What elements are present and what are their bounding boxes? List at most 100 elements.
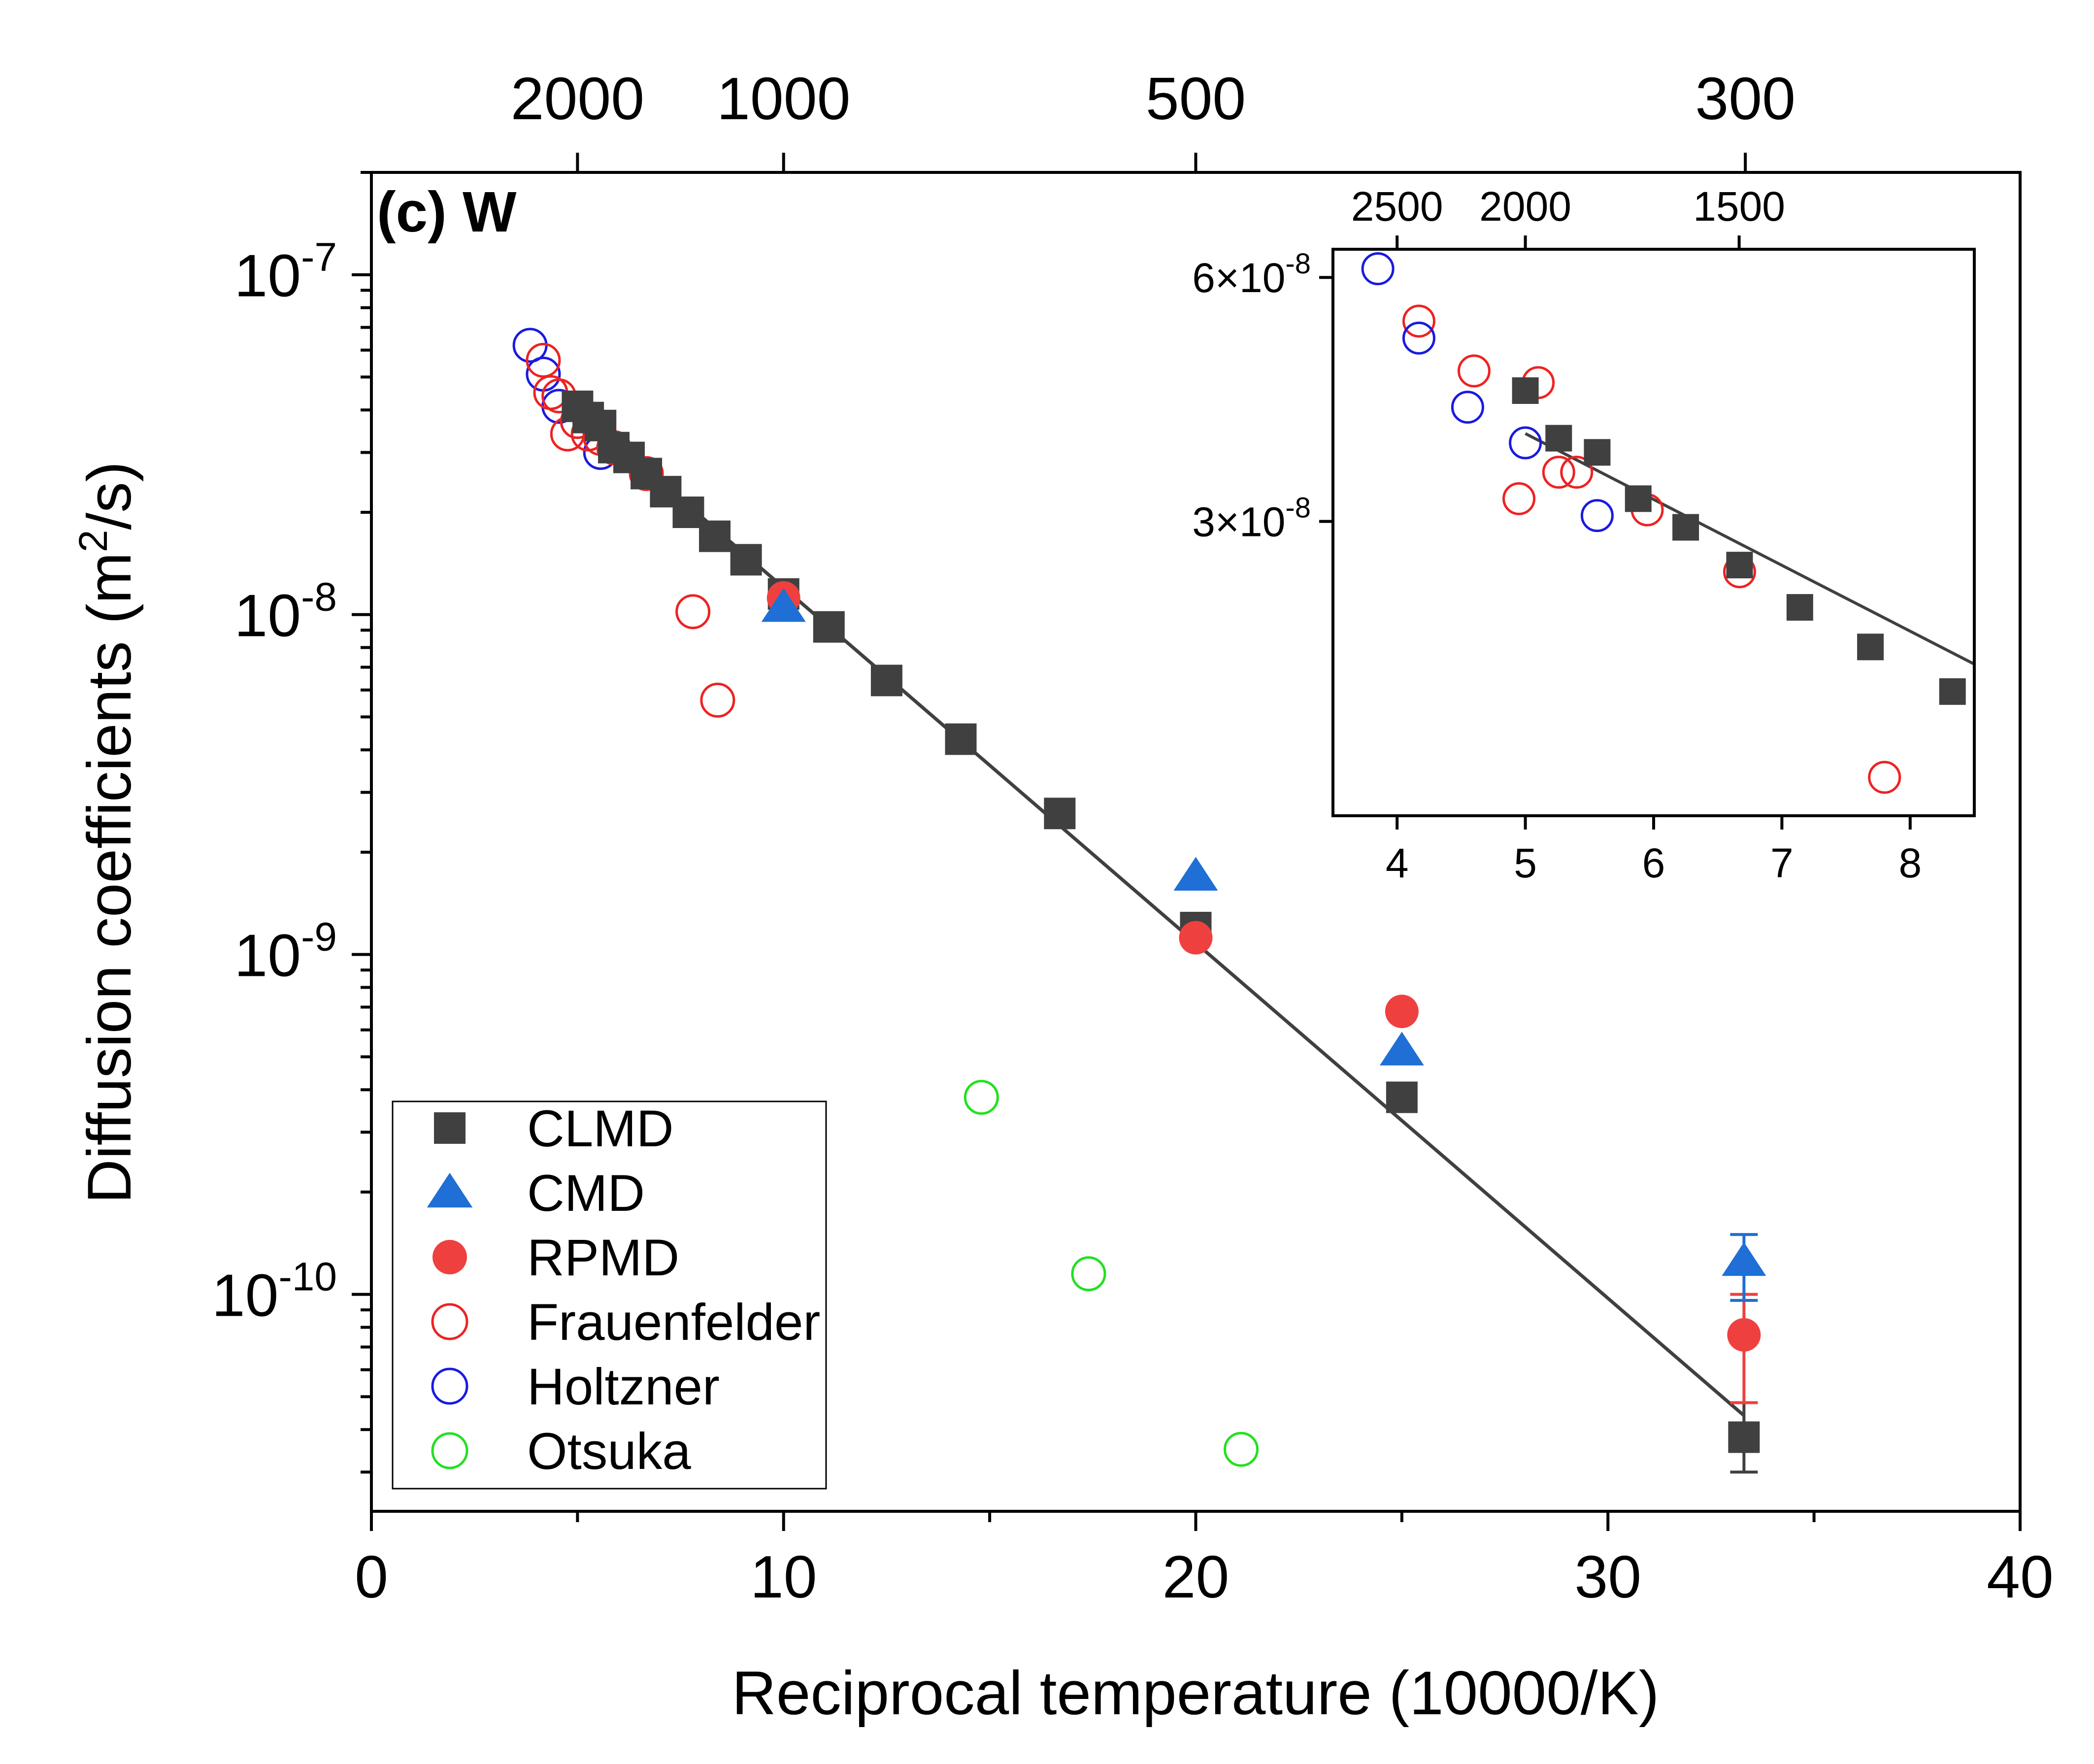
- data-point-frauenfelder: [629, 456, 664, 491]
- data-point-clmd: [699, 520, 731, 552]
- data-point-clmd: [672, 496, 704, 528]
- legend-item-cmd: CMD: [427, 1165, 645, 1222]
- legend-label-otsuka: Otsuka: [527, 1423, 691, 1480]
- legend-label-frauenfelder: Frauenfelder: [527, 1294, 820, 1351]
- y-tick-label: 10-8: [234, 575, 337, 649]
- inset-x-tick-label: 6: [1642, 840, 1665, 886]
- inset-data-point-clmd: [1625, 485, 1652, 512]
- y-axis-title-base: Diffusion coefficients (m: [75, 552, 144, 1203]
- data-point-rpmd: [1727, 1318, 1761, 1352]
- y-tick-label: 10-7: [234, 235, 337, 309]
- legend-label-clmd: CLMD: [527, 1100, 674, 1158]
- legend-label-holtzner: Holtzner: [527, 1358, 720, 1416]
- data-point-frauenfelder: [526, 342, 561, 378]
- inset-data-point-frauenfelder: [1502, 482, 1536, 515]
- data-point-frauenfelder: [675, 594, 711, 630]
- inset-fit-line-path: [1525, 432, 1975, 666]
- y-tick-base: 10: [212, 1262, 279, 1329]
- legend-marker-frauenfelder: [431, 1303, 468, 1340]
- data-point-otsuka: [1224, 1431, 1259, 1467]
- inset-data-point-clmd: [1857, 633, 1884, 661]
- panel-label: (c) W: [377, 180, 517, 244]
- y-tick-exponent: -10: [278, 1255, 337, 1299]
- inset-x-tick-label: 8: [1898, 840, 1922, 886]
- legend-marker-clmd: [434, 1112, 465, 1144]
- inset-y-tick-base: 6×10: [1192, 255, 1285, 301]
- x-tick-label: 10: [750, 1543, 817, 1610]
- data-point-cmd: [1173, 857, 1218, 891]
- top-tick-label: 500: [1146, 65, 1246, 132]
- inset-top-tick-label: 2500: [1351, 183, 1443, 230]
- legend-marker-otsuka: [431, 1432, 468, 1469]
- data-point-clmd: [813, 611, 845, 643]
- inset-series-clmd: [1512, 377, 1966, 705]
- series-otsuka: [964, 1080, 1259, 1467]
- inset-x-tick-label: 4: [1386, 840, 1409, 886]
- legend-marker-rpmd: [432, 1240, 467, 1274]
- top-tick-label: 300: [1695, 65, 1795, 132]
- y-tick-base: 10: [234, 922, 301, 989]
- series-rpmd: [766, 581, 1761, 1404]
- data-point-clmd: [1728, 1421, 1760, 1453]
- inset-plot-frame: [1331, 248, 1976, 817]
- inset-data-point-holtzner: [1402, 321, 1435, 355]
- inset-y-tick-exponent: -8: [1285, 248, 1311, 280]
- fit-line: [576, 408, 1745, 1417]
- legend-marker-cmd: [427, 1172, 473, 1208]
- inset-series-layer: [1361, 252, 1966, 794]
- inset-fit-line: [1525, 432, 1975, 666]
- inset-data-point-frauenfelder: [1560, 456, 1594, 489]
- inset-series-holtzner: [1361, 252, 1614, 533]
- y-tick-exponent: -8: [301, 575, 337, 620]
- y-tick-label: 10-10: [212, 1255, 337, 1329]
- inset-data-point-frauenfelder: [1457, 354, 1491, 388]
- legend-label-rpmd: RPMD: [527, 1229, 679, 1287]
- x-tick-label: 20: [1163, 1543, 1230, 1610]
- inset-data-point-holtzner: [1580, 499, 1614, 533]
- legend-label-cmd: CMD: [527, 1165, 645, 1222]
- top-tick-label: 1000: [717, 65, 850, 132]
- y-tick-base: 10: [234, 582, 301, 649]
- x-tick-label: 40: [1987, 1543, 2054, 1610]
- data-point-otsuka: [964, 1080, 999, 1115]
- legend-marker-holtzner: [431, 1367, 468, 1405]
- y-tick-exponent: -7: [301, 235, 337, 280]
- data-point-clmd: [730, 544, 762, 576]
- inset-data-point-frauenfelder: [1542, 456, 1575, 489]
- legend-item-clmd: CLMD: [434, 1100, 674, 1158]
- inset-y-tick-label: 6×10-8: [1192, 248, 1311, 301]
- data-point-rpmd: [1385, 995, 1419, 1029]
- data-point-otsuka: [1071, 1256, 1106, 1292]
- legend-item-holtzner: Holtzner: [431, 1358, 720, 1416]
- data-point-clmd: [1386, 1081, 1418, 1113]
- data-point-rpmd: [1179, 921, 1213, 955]
- inset-data-point-holtzner: [1451, 391, 1484, 424]
- series-cmd: [761, 588, 1766, 1302]
- inset-data-point-clmd: [1672, 514, 1699, 541]
- legend-item-frauenfelder: Frauenfelder: [431, 1294, 820, 1351]
- inset-x-tick-label: 5: [1514, 840, 1537, 886]
- data-point-cmd: [1722, 1242, 1766, 1276]
- inset-data-point-clmd: [1786, 594, 1813, 621]
- inset-y-tick-label: 3×10-8: [1192, 492, 1311, 545]
- main-fit-line: [576, 408, 1745, 1417]
- data-point-frauenfelder: [700, 682, 735, 718]
- y-axis-title-tail: /s): [75, 462, 144, 530]
- x-tick-label: 30: [1574, 1543, 1641, 1610]
- inset-data-point-holtzner: [1361, 252, 1395, 286]
- inset-data-point-frauenfelder: [1868, 761, 1901, 794]
- y-axis-title-superscript: 2: [71, 530, 116, 552]
- y-tick-exponent: -9: [301, 915, 337, 960]
- data-point-clmd: [945, 723, 977, 755]
- inset-series-frauenfelder: [1402, 304, 1901, 794]
- legend-box: [392, 1100, 827, 1490]
- data-point-clmd: [870, 665, 902, 697]
- inset-data-point-clmd: [1939, 678, 1966, 705]
- inset-y-tick-base: 3×10: [1192, 499, 1285, 545]
- inset-data-point-clmd: [1545, 425, 1572, 452]
- inset-top-tick-label: 1500: [1693, 183, 1785, 230]
- data-point-cmd: [761, 588, 806, 622]
